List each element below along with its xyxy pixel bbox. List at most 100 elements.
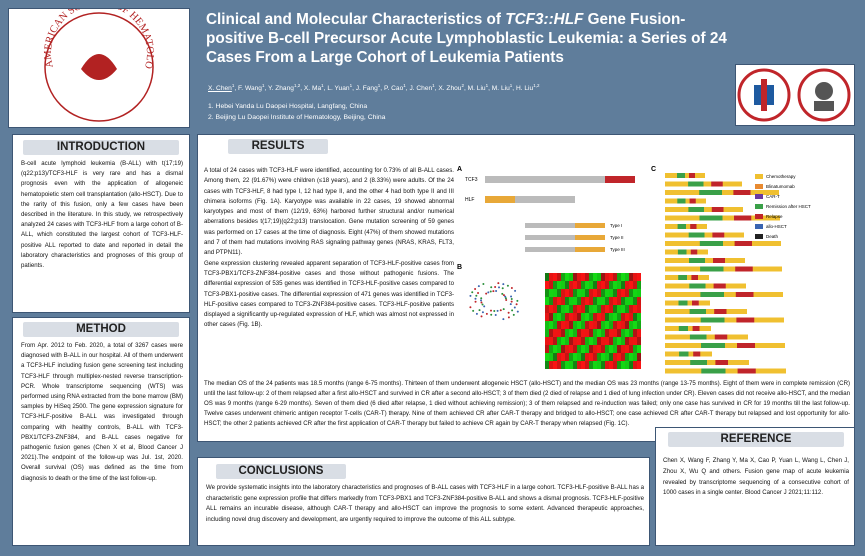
heatmap-cell bbox=[593, 321, 597, 329]
heatmap-cell bbox=[609, 345, 613, 353]
heatmap-cell bbox=[593, 297, 597, 305]
results-text: Gene expression clustering revealed appa… bbox=[204, 259, 454, 329]
heatmap-cell bbox=[585, 289, 589, 297]
pca-point bbox=[496, 309, 499, 312]
heatmap-cell bbox=[597, 289, 601, 297]
author-name: F. Wang bbox=[238, 85, 262, 93]
heatmap-cell bbox=[561, 329, 565, 337]
heatmap-cell bbox=[629, 305, 633, 313]
heatmap-cell bbox=[613, 337, 617, 345]
author-affiliation: 1,2 bbox=[293, 83, 301, 88]
heatmap-cell bbox=[597, 329, 601, 337]
section-heading: RESULTS bbox=[228, 139, 328, 154]
heatmap-cell bbox=[561, 337, 565, 345]
heatmap-cell bbox=[565, 313, 569, 321]
heatmap-cell bbox=[557, 337, 561, 345]
pca-point bbox=[485, 312, 488, 315]
heatmap-cell bbox=[581, 305, 585, 313]
heatmap-cell bbox=[545, 329, 549, 337]
swim-bar bbox=[689, 258, 705, 263]
heatmap-cell bbox=[573, 313, 577, 321]
swim-bar bbox=[689, 198, 696, 204]
swim-bar bbox=[693, 351, 701, 357]
swim-bar bbox=[714, 309, 727, 314]
author-affiliation: 1 bbox=[432, 83, 435, 88]
heatmap-cell bbox=[581, 281, 585, 289]
heatmap-cell bbox=[589, 313, 593, 321]
swim-bar bbox=[688, 207, 704, 212]
swim-bar bbox=[677, 198, 686, 204]
author-affiliation: 1 bbox=[377, 83, 381, 88]
pca-point bbox=[509, 303, 512, 306]
gene-bar bbox=[485, 196, 575, 203]
isoform-label: Type III bbox=[610, 247, 625, 252]
heatmap-cell bbox=[581, 273, 585, 281]
society-name: AMERICAN SOCIETY OF HEMATOLOGY bbox=[9, 9, 155, 70]
heatmap-cell bbox=[609, 281, 613, 289]
pca-point bbox=[472, 309, 475, 312]
heatmap-cell bbox=[549, 345, 553, 353]
heatmap-cell bbox=[601, 361, 605, 369]
pca-point bbox=[483, 305, 486, 308]
heatmap-cell bbox=[621, 273, 625, 281]
heatmap-cell bbox=[605, 345, 609, 353]
author-name: H. Liu bbox=[515, 85, 534, 93]
legend-swatch bbox=[755, 204, 763, 209]
heatmap-cell bbox=[581, 353, 585, 361]
author: H. Liu1,2 bbox=[515, 83, 540, 93]
heatmap-cell bbox=[569, 289, 573, 297]
isoform-bar bbox=[525, 235, 575, 240]
author-affiliation: 1 bbox=[261, 83, 265, 88]
heatmap-cell bbox=[601, 289, 605, 297]
heatmap-cell bbox=[581, 345, 585, 353]
author-name: J. Fang bbox=[355, 85, 378, 93]
heatmap-cell bbox=[585, 337, 589, 345]
society-logo: AMERICAN SOCIETY OF HEMATOLOGY bbox=[5, 0, 155, 122]
results-text: A total of 24 cases with TCF3-HLF were i… bbox=[204, 167, 454, 257]
heatmap-cell bbox=[585, 321, 589, 329]
heatmap-cell bbox=[617, 361, 621, 369]
heatmap-cell bbox=[605, 361, 609, 369]
heatmap-cell bbox=[625, 337, 629, 345]
heatmap-cell bbox=[601, 321, 605, 329]
heatmap-cell bbox=[637, 345, 641, 353]
author-name: P. Cao bbox=[383, 85, 404, 93]
heatmap-cell bbox=[597, 361, 601, 369]
logo-box: AMERICAN SOCIETY OF HEMATOLOGY bbox=[5, 0, 190, 128]
pca-point bbox=[510, 298, 513, 301]
heatmap-cell bbox=[569, 345, 573, 353]
heatmap-cell bbox=[553, 297, 557, 305]
heatmap-cell bbox=[545, 289, 549, 297]
panel-label: C bbox=[651, 166, 656, 173]
heatmap-cell bbox=[625, 329, 629, 337]
heatmap-cell bbox=[577, 289, 581, 297]
results-text: The median OS of the 24 patients was 18.… bbox=[204, 380, 850, 427]
title-text: Gene Fusion-positive B-cell Precursor Ac… bbox=[206, 11, 727, 66]
heatmap-cell bbox=[597, 337, 601, 345]
heatmap-cell bbox=[601, 313, 605, 321]
heatmap-cell bbox=[589, 273, 593, 281]
section-text: We provide systematic insights into the … bbox=[206, 484, 644, 523]
heatmap-cell bbox=[593, 305, 597, 313]
swim-bar bbox=[737, 343, 755, 348]
author-affiliation: 1 bbox=[321, 83, 324, 88]
heatmap-cell bbox=[613, 273, 617, 281]
heatmap-cell bbox=[577, 273, 581, 281]
heatmap-cell bbox=[545, 353, 549, 361]
heatmap-cell bbox=[637, 305, 641, 313]
heatmap-cell bbox=[633, 289, 637, 297]
pca-point bbox=[504, 297, 507, 300]
heatmap-cell bbox=[625, 273, 629, 281]
heatmap-cell bbox=[605, 353, 609, 361]
pca-point bbox=[490, 313, 493, 316]
heatmap-cell bbox=[585, 281, 589, 289]
author-name: M. Liu bbox=[467, 85, 486, 93]
author-name: J. Chen bbox=[409, 85, 433, 93]
heatmap-cell bbox=[617, 305, 621, 313]
heatmap-cell bbox=[589, 337, 593, 345]
heatmap-cell bbox=[621, 361, 625, 369]
heatmap-cell bbox=[613, 345, 617, 353]
heatmap-cell bbox=[617, 337, 621, 345]
heatmap-cell bbox=[613, 361, 617, 369]
swim-bar bbox=[691, 275, 698, 280]
